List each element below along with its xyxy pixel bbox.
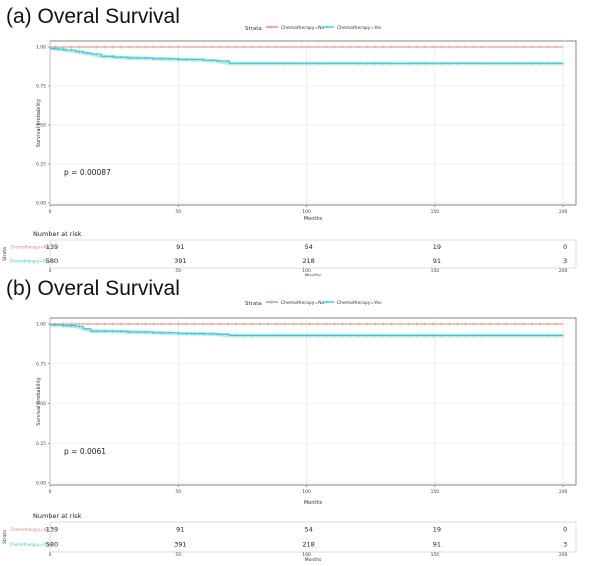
risk-table-xlabel: Months xyxy=(305,557,322,563)
legend-key-mark-1: + xyxy=(325,300,329,306)
risk-table-cell: 580 xyxy=(46,257,58,265)
risk-row-label: Chemotherapy=Yes xyxy=(9,259,49,264)
x-tick-label: 200 xyxy=(559,209,568,215)
x-tick-label: 200 xyxy=(559,489,568,495)
y-tick-label: 0.25 xyxy=(36,441,46,447)
risk-table-panel xyxy=(49,521,577,553)
series-line-yes xyxy=(50,324,564,336)
risk-x-tick-label: 0 xyxy=(49,268,52,274)
x-tick-label: 100 xyxy=(302,489,311,495)
panel-group: Strata + Chemotherapy=No + Chemotherapy=Yes0… xyxy=(2,25,577,276)
risk-table-cell: 19 xyxy=(433,526,441,534)
panel-b-chart: Strata + Chemotherapy=No + Chemotherapy=Yes0… xyxy=(2,300,577,563)
risk-x-tick-label: 200 xyxy=(559,552,568,558)
risk-table-cell: 54 xyxy=(304,526,312,534)
x-tick-label: 100 xyxy=(302,209,311,215)
y-axis-label: Survival probability xyxy=(36,377,42,425)
risk-table-xlabel: Months xyxy=(305,273,322,276)
risk-table-cell: 139 xyxy=(46,243,58,251)
x-axis-label: Months xyxy=(304,216,323,222)
x-axis-label: Months xyxy=(304,500,323,506)
y-tick-label: 0.25 xyxy=(36,162,46,168)
risk-table-title: Number at risk xyxy=(33,512,82,520)
x-tick-label: 0 xyxy=(49,489,52,495)
panel-a-title: (a) Overal Survival xyxy=(6,5,180,28)
legend-key-mark-0: + xyxy=(269,25,273,31)
panel-group: Strata + Chemotherapy=No + Chemotherapy=Yes0… xyxy=(2,300,577,563)
x-tick-label: 50 xyxy=(175,489,181,495)
x-tick-label: 150 xyxy=(431,209,440,215)
risk-table-cell: 139 xyxy=(46,526,58,534)
risk-table-cell: 19 xyxy=(433,243,441,251)
risk-table-panel xyxy=(49,239,577,269)
risk-table-cell: 91 xyxy=(433,541,441,549)
risk-x-tick-label: 150 xyxy=(431,268,440,274)
legend-label-1: Chemotherapy=Yes xyxy=(337,300,382,306)
risk-x-tick-label: 150 xyxy=(431,552,440,558)
risk-table-cell: 91 xyxy=(433,257,441,265)
risk-table-cell: 0 xyxy=(563,243,567,251)
x-tick-label: 50 xyxy=(175,209,181,215)
risk-table-title: Number at risk xyxy=(33,230,82,238)
y-tick-label: 0.50 xyxy=(36,123,46,129)
risk-row-label: Chemotherapy=Yes xyxy=(9,542,49,547)
panel-a-chart: Strata + Chemotherapy=No + Chemotherapy=Yes0… xyxy=(2,25,577,276)
legend-key-mark-1: + xyxy=(325,25,329,31)
plot-area xyxy=(49,40,577,206)
y-tick-label: 0.00 xyxy=(36,481,46,487)
risk-table-cell: 91 xyxy=(176,526,184,534)
risk-row-label: Chemotherapy=No xyxy=(11,527,50,532)
legend-title: Strata xyxy=(245,26,262,32)
risk-table-cell: 391 xyxy=(174,257,186,265)
legend-title: Strata xyxy=(245,301,262,307)
risk-x-tick-label: 100 xyxy=(302,268,311,274)
risk-table-ylabel: Strata xyxy=(2,530,8,544)
p-value: p = 0.00087 xyxy=(64,168,111,177)
x-tick-label: 150 xyxy=(431,489,440,495)
risk-table-cell: 3 xyxy=(563,257,567,265)
risk-table-cell: 580 xyxy=(46,541,58,549)
risk-table-cell: 54 xyxy=(304,243,312,251)
risk-table-cell: 3 xyxy=(563,541,567,549)
y-axis-label: Survival probability xyxy=(36,99,42,147)
risk-x-tick-label: 100 xyxy=(302,552,311,558)
risk-table-cell: 218 xyxy=(302,541,314,549)
p-value: p = 0.0061 xyxy=(64,447,106,456)
risk-x-tick-label: 50 xyxy=(175,552,181,558)
risk-table-cell: 391 xyxy=(174,541,186,549)
risk-table-cell: 218 xyxy=(302,257,314,265)
y-tick-label: 0.75 xyxy=(36,361,46,367)
y-tick-label: 1.00 xyxy=(36,45,46,51)
x-tick-label: 0 xyxy=(49,209,52,215)
y-tick-label: 1.00 xyxy=(36,322,46,328)
risk-x-tick-label: 50 xyxy=(175,268,181,274)
plot-area xyxy=(49,317,577,486)
legend-label-1: Chemotherapy=Yes xyxy=(337,25,382,31)
risk-table-cell: 0 xyxy=(563,526,567,534)
legend-label-0: Chemotherapy=No xyxy=(281,300,325,306)
panel-b-title: (b) Overal Survival xyxy=(6,277,180,300)
legend-label-0: Chemotherapy=No xyxy=(281,25,325,31)
series-line-yes xyxy=(50,48,564,64)
risk-table-cell: 91 xyxy=(176,243,184,251)
y-tick-label: 0.00 xyxy=(36,201,46,207)
risk-x-tick-label: 200 xyxy=(559,268,568,274)
risk-table-ylabel: Strata xyxy=(2,247,8,261)
risk-x-tick-label: 0 xyxy=(49,552,52,558)
y-tick-label: 0.50 xyxy=(36,401,46,407)
legend-key-mark-0: + xyxy=(269,300,273,306)
y-tick-label: 0.75 xyxy=(36,84,46,90)
risk-row-label: Chemotherapy=No xyxy=(11,245,50,250)
